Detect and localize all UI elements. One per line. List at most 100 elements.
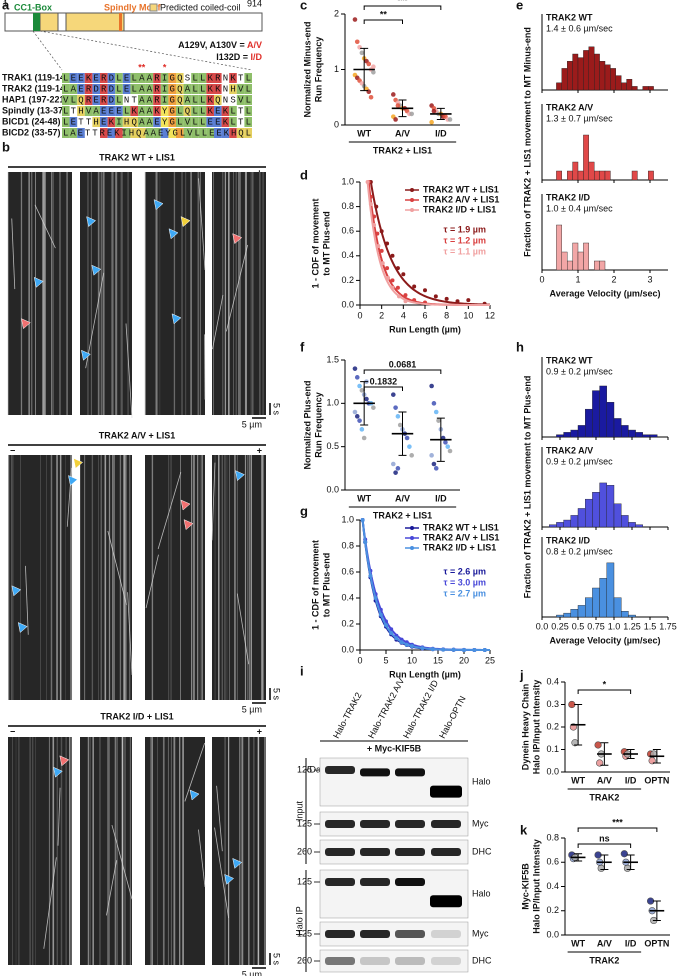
data-point bbox=[378, 612, 383, 617]
x-tick-label: A/V bbox=[597, 775, 612, 785]
y-axis-label: Halo IP/Input Intensity bbox=[531, 680, 541, 775]
data-point bbox=[391, 92, 396, 97]
residue-bg bbox=[229, 84, 237, 94]
data-point bbox=[431, 401, 437, 406]
bar bbox=[570, 609, 579, 618]
data-point bbox=[368, 94, 374, 100]
panel-letter: b bbox=[2, 139, 10, 154]
arrowhead bbox=[59, 755, 70, 767]
bar bbox=[577, 251, 584, 271]
mutation-code: A/V bbox=[247, 40, 262, 50]
band bbox=[360, 848, 390, 856]
significance-bracket bbox=[577, 827, 658, 832]
moving-track bbox=[25, 565, 29, 635]
data-point bbox=[366, 61, 372, 67]
x-tick-label: 10 bbox=[407, 655, 417, 665]
x-tick-label: 0.0 bbox=[536, 621, 549, 631]
moving-track bbox=[211, 462, 216, 541]
residue-bg bbox=[191, 84, 199, 94]
y-tick-label: 0.0 bbox=[546, 766, 559, 776]
cc1-box-label: CC1-Box bbox=[14, 2, 52, 12]
data-point bbox=[354, 375, 360, 380]
subplot-subtitle: 1.3 ± 0.7 µm/sec bbox=[546, 113, 613, 123]
panel-letter: c bbox=[300, 0, 307, 12]
arrowhead bbox=[180, 499, 191, 511]
sequence: LTHVAEEELKAAKYGLQLLKEKLTL bbox=[63, 106, 251, 116]
band bbox=[395, 957, 425, 965]
moving-track bbox=[198, 178, 206, 271]
group-label: TRAK2 bbox=[589, 792, 619, 802]
x-tick-label: 20 bbox=[459, 655, 469, 665]
residue-bg bbox=[160, 128, 169, 138]
data-point bbox=[429, 453, 434, 458]
arrowhead bbox=[171, 313, 182, 325]
blot-group: Input bbox=[294, 800, 304, 821]
coiled-coil bbox=[39, 12, 59, 32]
lane-label: Halo-TRAK2 A/V bbox=[366, 676, 406, 740]
x-tick-label: A/V bbox=[395, 493, 410, 503]
zoom-line bbox=[32, 30, 63, 71]
y-axis-label: Halo IP/Input Intensity bbox=[531, 839, 541, 934]
significance: 0.0681 bbox=[389, 359, 417, 369]
band bbox=[431, 820, 461, 828]
significance: *** bbox=[397, 0, 408, 5]
arrowhead bbox=[232, 233, 243, 245]
error-bar bbox=[574, 853, 583, 862]
bar bbox=[583, 50, 590, 91]
cc1-box bbox=[33, 13, 40, 31]
x-tick-label: 12 bbox=[485, 310, 495, 320]
x-tick-label: I/D bbox=[435, 493, 447, 503]
bar bbox=[594, 53, 600, 91]
bar bbox=[631, 170, 638, 181]
bar bbox=[585, 498, 593, 528]
length-scale: 5 µm bbox=[242, 969, 262, 976]
bar bbox=[577, 508, 586, 528]
residue-bg bbox=[183, 95, 192, 105]
residue-bg bbox=[198, 95, 207, 105]
residue-bg bbox=[153, 84, 161, 94]
moving-track bbox=[11, 218, 16, 290]
data-point bbox=[357, 383, 362, 389]
x-tick-label: I/D bbox=[625, 938, 637, 948]
y-tick-label: 0.4 bbox=[341, 250, 354, 260]
data-point bbox=[379, 248, 384, 253]
mutation-code: I/D bbox=[250, 52, 262, 62]
arrowhead bbox=[73, 457, 84, 469]
legend-marker bbox=[410, 198, 414, 202]
data-point bbox=[352, 17, 358, 22]
data-point bbox=[368, 202, 373, 207]
residue-bg bbox=[138, 84, 146, 94]
cotransfection: + Myc-KIF5B bbox=[367, 743, 422, 753]
residue-bg bbox=[191, 73, 199, 83]
residue-bg bbox=[198, 117, 207, 127]
y-axis-label: Run Frequency bbox=[313, 37, 323, 103]
residue-bg bbox=[198, 73, 207, 83]
kymograph bbox=[8, 172, 72, 415]
sequence: LAETTREKIHQAAEYGLVLLEEKHQL bbox=[63, 128, 251, 138]
residue-bg bbox=[115, 128, 123, 138]
data-point bbox=[389, 631, 394, 636]
data-point bbox=[404, 435, 410, 441]
sequence: LEEKERDLELAARIGQSLLKRNKTL bbox=[63, 73, 251, 83]
data-point bbox=[393, 405, 398, 410]
significance: *** bbox=[612, 817, 623, 827]
residue-bg bbox=[100, 95, 108, 105]
residue-bg bbox=[122, 73, 131, 83]
residue-bg bbox=[160, 73, 169, 83]
kymograph bbox=[8, 737, 72, 965]
y-tick-label: 1 bbox=[334, 64, 339, 74]
data-point bbox=[455, 299, 460, 304]
kymograph bbox=[8, 455, 72, 700]
data-point bbox=[466, 298, 471, 303]
data-point bbox=[444, 296, 449, 301]
data-point bbox=[404, 642, 409, 647]
residue-bg bbox=[77, 106, 85, 116]
x-tick-label: OPTN bbox=[644, 775, 669, 785]
residue-bg bbox=[244, 84, 252, 94]
kymograph bbox=[80, 172, 132, 415]
residue-bg bbox=[107, 117, 116, 127]
subplot-title: TRAK2 WT bbox=[546, 355, 593, 365]
residue-bg bbox=[153, 73, 161, 83]
data-point bbox=[352, 366, 358, 371]
data-point bbox=[597, 864, 605, 872]
